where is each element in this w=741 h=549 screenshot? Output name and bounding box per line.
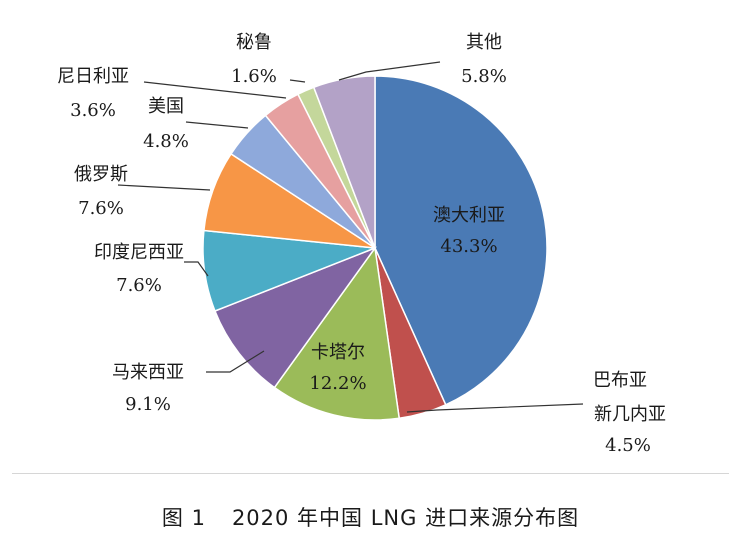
slice-name-label: 其他: [466, 32, 502, 53]
leader-line: [289, 79, 306, 83]
leader-line: [206, 350, 265, 373]
slice-name-label: 马来西亚: [112, 362, 184, 383]
pie-slice: [273, 246, 401, 421]
slice-value-label: 5.8%: [461, 66, 507, 87]
slice-value-label: 4.5%: [605, 435, 651, 456]
caption-text: 2020 年中国 LNG 进口来源分布图: [231, 506, 580, 530]
leader-line: [406, 403, 584, 413]
slice-value-label: 1.6%: [231, 66, 277, 87]
slice-value-label: 4.8%: [143, 131, 189, 152]
slice-name-label: 卡塔尔: [311, 342, 365, 363]
leader-line: [117, 184, 211, 191]
slice-value-label: 9.1%: [125, 394, 171, 415]
slice-name-label: 巴布亚: [593, 370, 647, 391]
slice-name-label: 印度尼西亚: [94, 242, 184, 263]
slice-name-label: 澳大利亚: [433, 205, 505, 226]
caption-divider: [12, 473, 729, 474]
slice-value-label: 7.6%: [78, 198, 124, 219]
slice-name-label: 美国: [148, 96, 184, 117]
slice-name-label: 秘鲁: [236, 32, 272, 53]
pie-slice: [374, 75, 548, 406]
figure-caption: 图 1 2020 年中国 LNG 进口来源分布图: [0, 502, 741, 532]
leader-line: [338, 61, 441, 81]
slice-value-label: 12.2%: [309, 373, 366, 394]
slice-value-label: 7.6%: [116, 275, 162, 296]
leader-line: [143, 81, 287, 99]
caption-number: 图 1: [161, 506, 206, 530]
leader-line: [185, 121, 249, 129]
slice-value-label: 43.3%: [440, 236, 497, 257]
slice-name-label: 尼日利亚: [57, 66, 129, 87]
leader-line: [184, 261, 209, 277]
slice-value-label: 3.6%: [70, 100, 116, 121]
slice-name-label: 新几内亚: [594, 404, 666, 425]
slice-name-label: 俄罗斯: [74, 164, 128, 185]
pie-slice: [213, 246, 378, 389]
